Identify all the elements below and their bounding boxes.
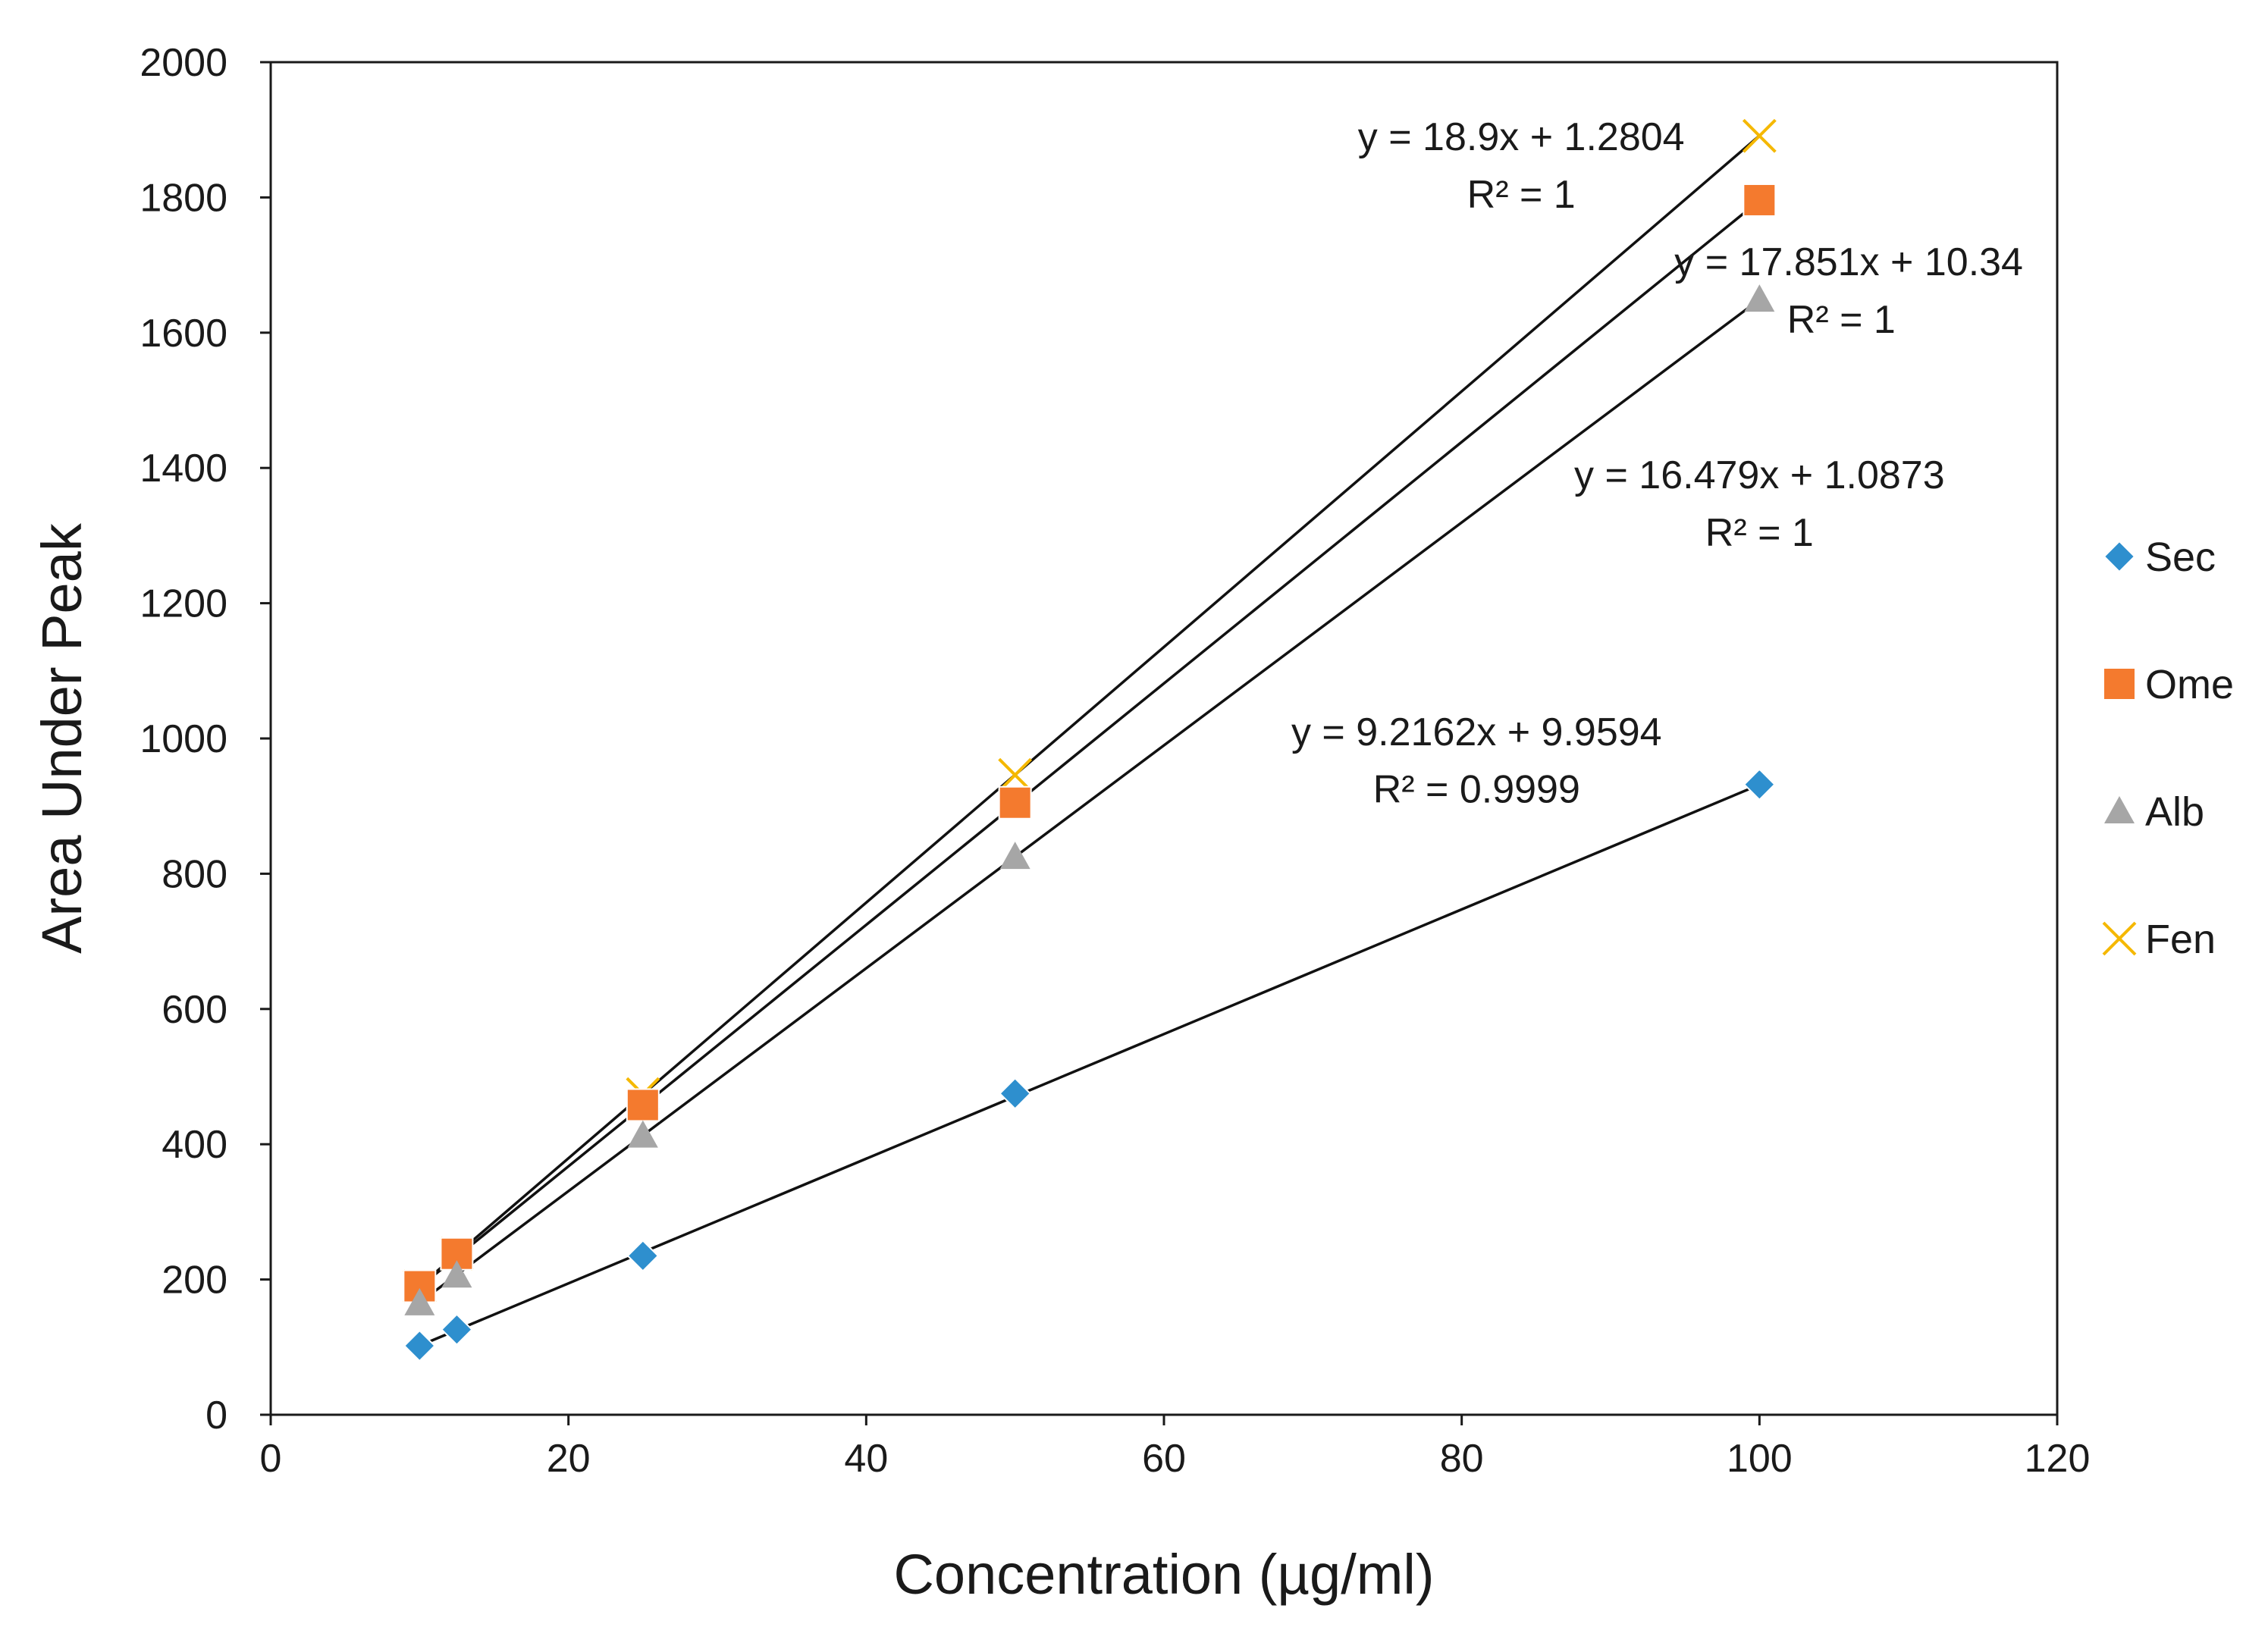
y-tick-label: 800 <box>162 852 227 896</box>
y-tick-label: 400 <box>162 1123 227 1167</box>
data-points <box>402 118 1777 1362</box>
trendline-sec <box>419 783 1761 1347</box>
point-sec <box>1743 768 1776 801</box>
equation-label-alb: R² = 1 <box>1705 511 1814 555</box>
y-tick-label: 600 <box>162 988 227 1032</box>
point-alb <box>404 1287 435 1315</box>
equation-label-fen: y = 18.9x + 1.2804 <box>1358 115 1685 159</box>
equation-label-sec: y = 9.2162x + 9.9594 <box>1291 710 1662 754</box>
marker-stroke <box>998 757 1033 792</box>
x-tick-label: 40 <box>844 1437 888 1481</box>
equation-label-ome: y = 17.851x + 10.34 <box>1674 240 2023 284</box>
point-sec <box>441 1313 473 1347</box>
point-alb <box>441 1260 472 1288</box>
legend-marker-sec <box>2103 540 2136 573</box>
equation-label-fen: R² = 1 <box>1467 173 1576 217</box>
x-tick-label: 60 <box>1142 1437 1186 1481</box>
y-tick-label: 0 <box>205 1394 227 1438</box>
marker-stroke <box>2102 921 2137 956</box>
point-fen <box>998 757 1033 792</box>
legend-label-fen: Fen <box>2145 917 2216 962</box>
point-ome <box>626 1088 660 1122</box>
point-sec <box>999 1077 1032 1110</box>
point-alb <box>627 1120 658 1148</box>
y-tick-label: 200 <box>162 1259 227 1303</box>
x-tick-label: 120 <box>2025 1437 2091 1481</box>
point-ome <box>998 785 1032 820</box>
legend-label-sec: Sec <box>2145 535 2216 580</box>
equation-label-alb: y = 16.479x + 1.0873 <box>1574 453 1945 497</box>
point-sec <box>403 1329 436 1362</box>
marker-stroke <box>1742 118 1777 153</box>
trendline-equations: y = 18.9x + 1.2804 R² = 1 y = 17.851x + 10… <box>1291 115 2023 812</box>
legend-marker-ome <box>2103 667 2136 701</box>
point-fen <box>1742 118 1777 153</box>
y-tick-label: 1400 <box>140 447 227 491</box>
axis-ticks: 0 20 40 60 80 100 1200200400600800100012001400… <box>140 41 2090 1481</box>
legend-label-ome: Ome <box>2145 662 2234 707</box>
legend-marker-fen <box>2102 921 2137 956</box>
point-ome <box>1743 183 1777 217</box>
point-alb <box>999 842 1030 870</box>
y-tick-label: 1200 <box>140 582 227 626</box>
point-alb <box>1744 284 1775 312</box>
legend: Sec Ome Alb Fen <box>2102 535 2234 962</box>
legend-marker-alb <box>2104 796 2135 823</box>
y-axis-title: Area Under Peak <box>30 522 93 954</box>
x-tick-label: 80 <box>1440 1437 1484 1481</box>
x-axis-title: Concentration (µg/ml) <box>893 1543 1434 1606</box>
point-sec <box>626 1239 660 1272</box>
legend-label-alb: Alb <box>2145 789 2204 835</box>
y-tick-label: 1600 <box>140 312 227 356</box>
y-tick-label: 1000 <box>140 717 227 761</box>
y-tick-label: 1800 <box>140 176 227 220</box>
y-tick-label: 2000 <box>140 41 227 85</box>
equation-label-ome: R² = 1 <box>1787 298 1896 342</box>
equation-label-sec: R² = 0.9999 <box>1373 768 1580 812</box>
x-tick-label: 0 <box>260 1437 282 1481</box>
x-tick-label: 100 <box>1727 1437 1793 1481</box>
x-tick-label: 20 <box>547 1437 591 1481</box>
